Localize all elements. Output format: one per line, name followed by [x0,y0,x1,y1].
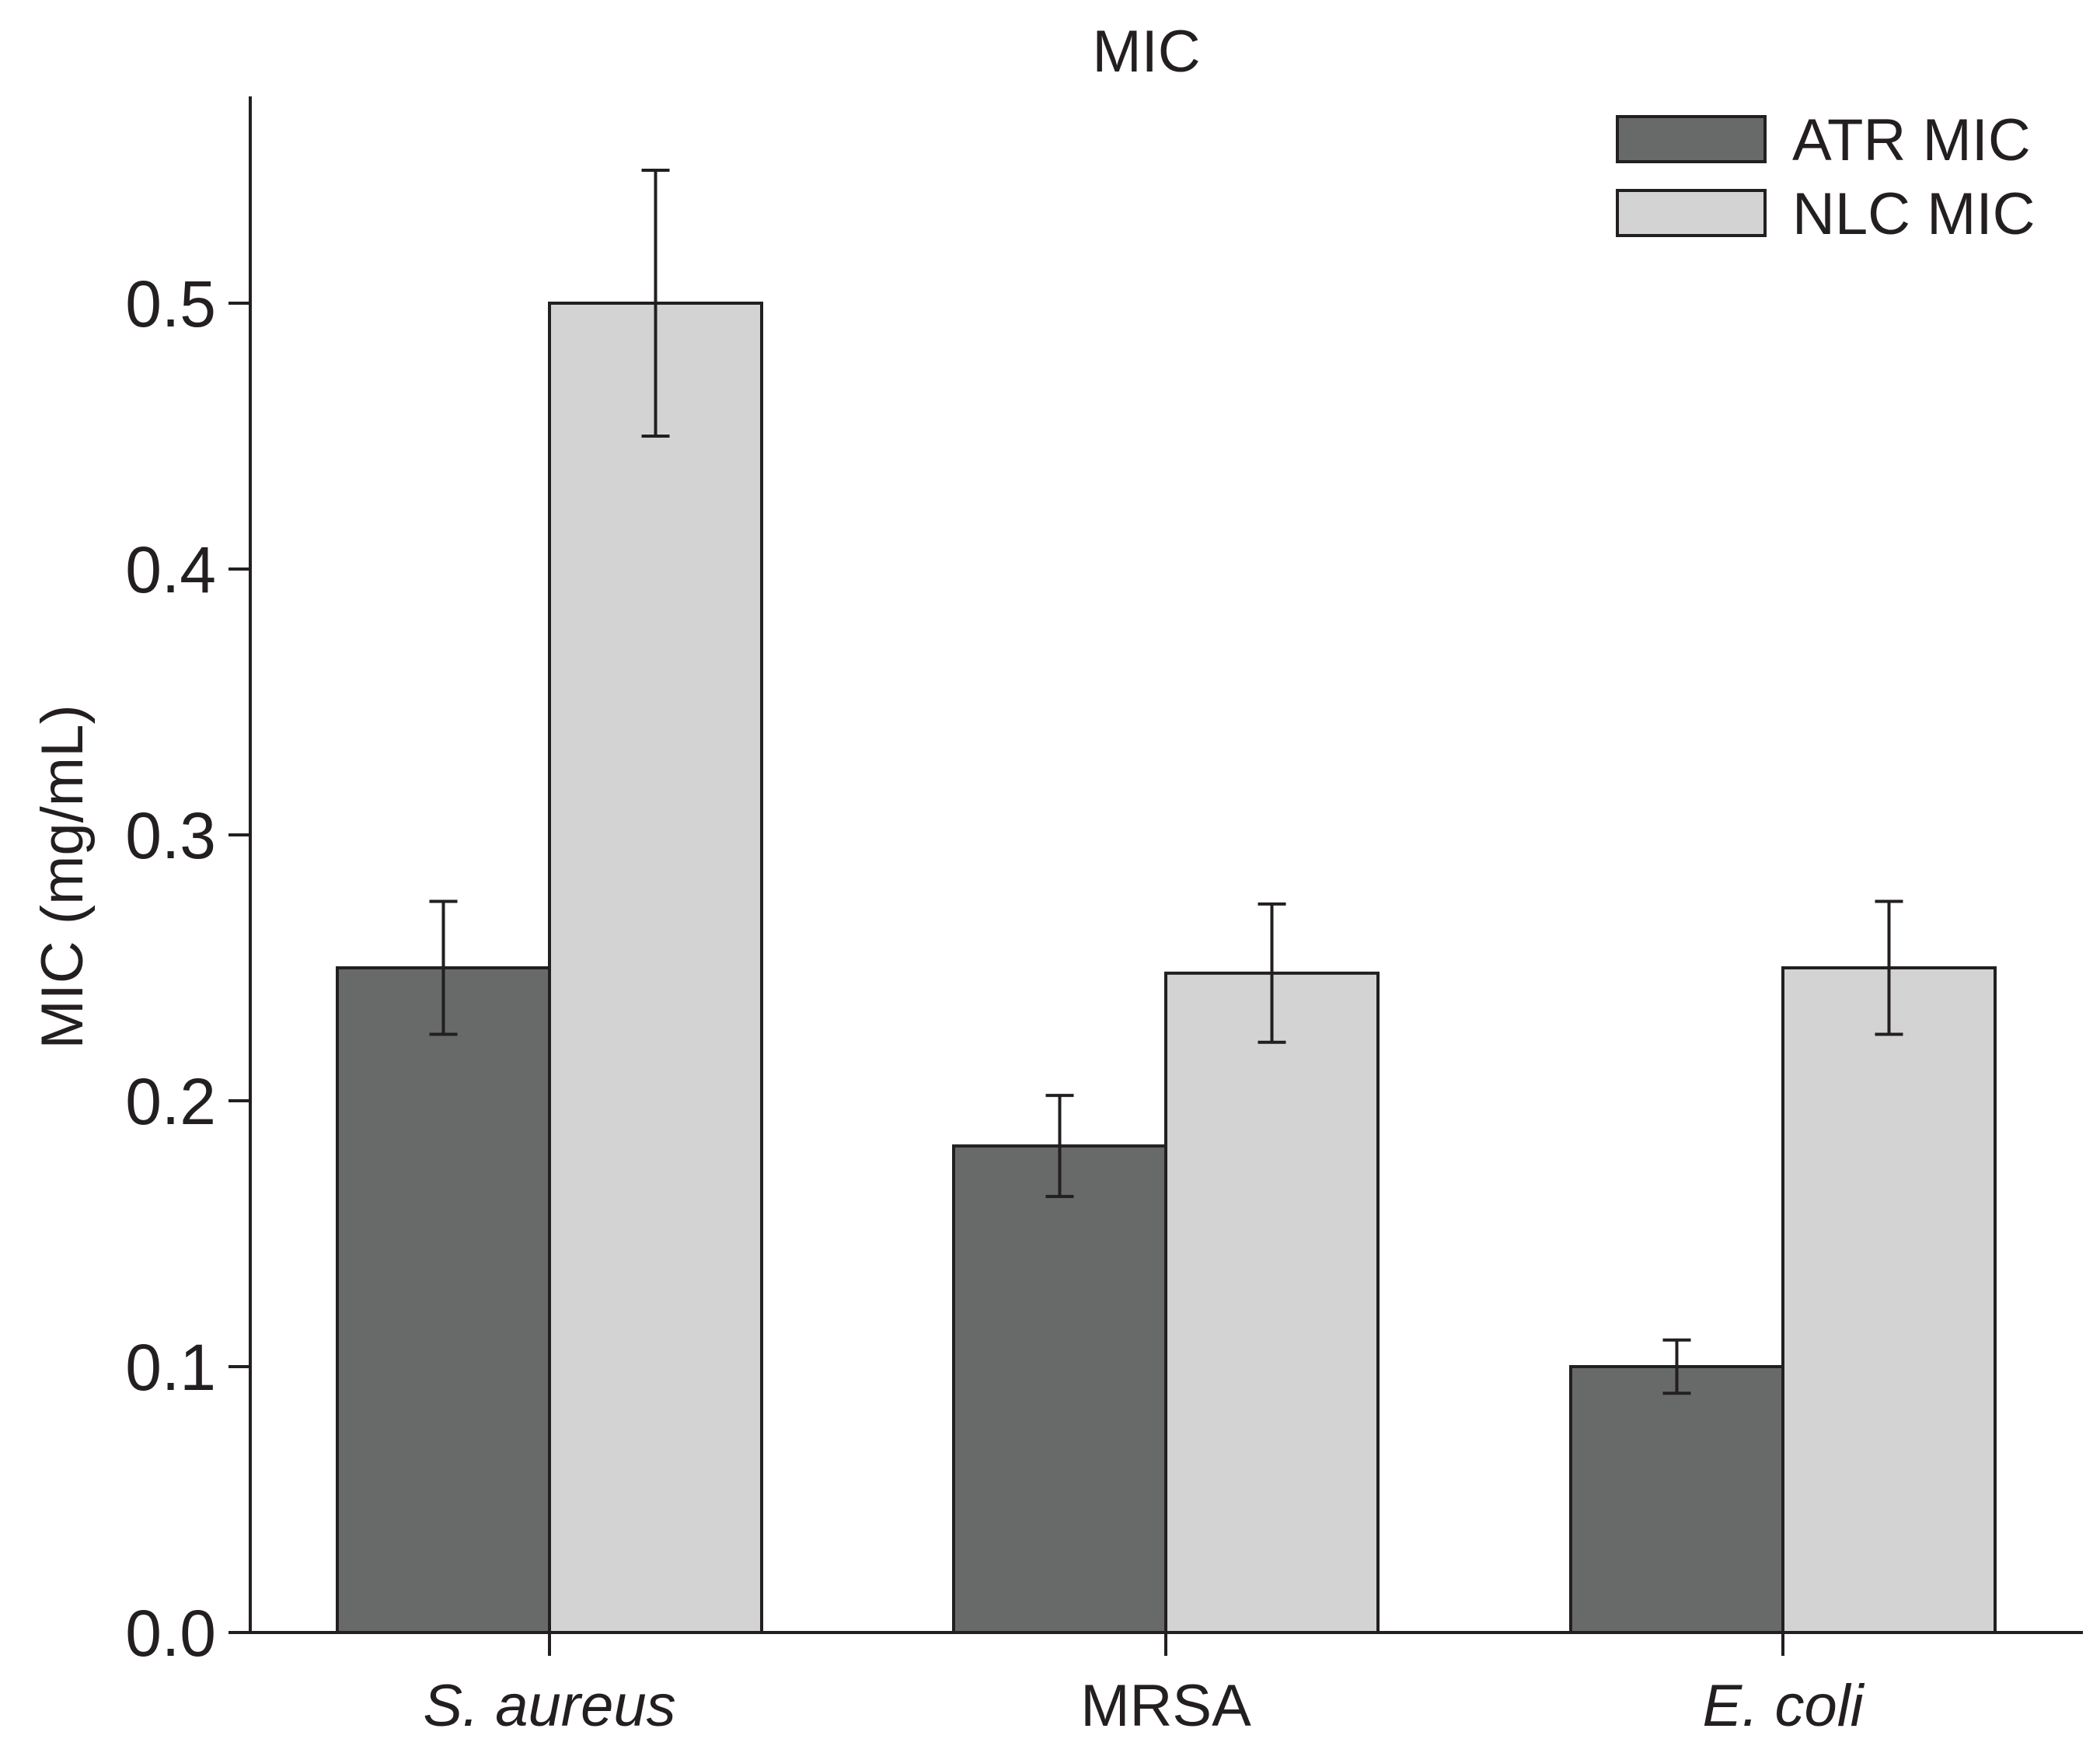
y-tick-label-4: 0.4 [125,533,216,606]
error-bars-layer [429,169,1903,1395]
y-tick-label-3: 0.3 [125,799,216,872]
x-category-label-1: MRSA [1080,1673,1251,1739]
y-tick-label-1: 0.1 [125,1331,216,1404]
chart-title: MIC [1092,19,1200,85]
legend-label-1: NLC MIC [1792,181,2035,247]
bar-atr-0 [336,966,551,1634]
bars-layer [336,302,1997,1634]
y-tick-label-0: 0.0 [125,1597,216,1670]
y-tick-label-5: 0.5 [125,267,216,340]
legend-item-1: NLC MIC [1616,181,2035,247]
legend-swatch-1 [1616,189,1767,237]
error-bar-nlc-2 [1875,899,1903,1036]
x-category-label-2: E. coli [1703,1673,1865,1739]
error-bar-atr-0 [429,899,458,1036]
legend-item-0: ATR MIC [1616,107,2031,173]
legend: ATR MIC NLC MIC [1616,107,2035,247]
bar-atr-2 [1569,1365,1784,1634]
bar-nlc-1 [1164,971,1380,1634]
error-bar-nlc-1 [1258,902,1286,1044]
bar-atr-1 [952,1144,1167,1634]
y-tick-label-2: 0.2 [125,1065,216,1138]
bar-nlc-2 [1781,966,1997,1634]
legend-label-0: ATR MIC [1792,107,2031,173]
error-bar-atr-2 [1662,1338,1691,1395]
error-bar-atr-1 [1045,1094,1074,1199]
axes-layer: 0.0 0.1 0.2 0.3 0.4 0.5 S. aureus MRSA E. coli [125,96,2083,1739]
x-category-label-0: S. aureus [423,1673,675,1739]
bar-nlc-0 [548,302,763,1634]
y-axis-label: MIC (mg/mL) [30,704,96,1049]
legend-swatch-0 [1616,115,1767,163]
error-bar-nlc-0 [641,169,670,438]
